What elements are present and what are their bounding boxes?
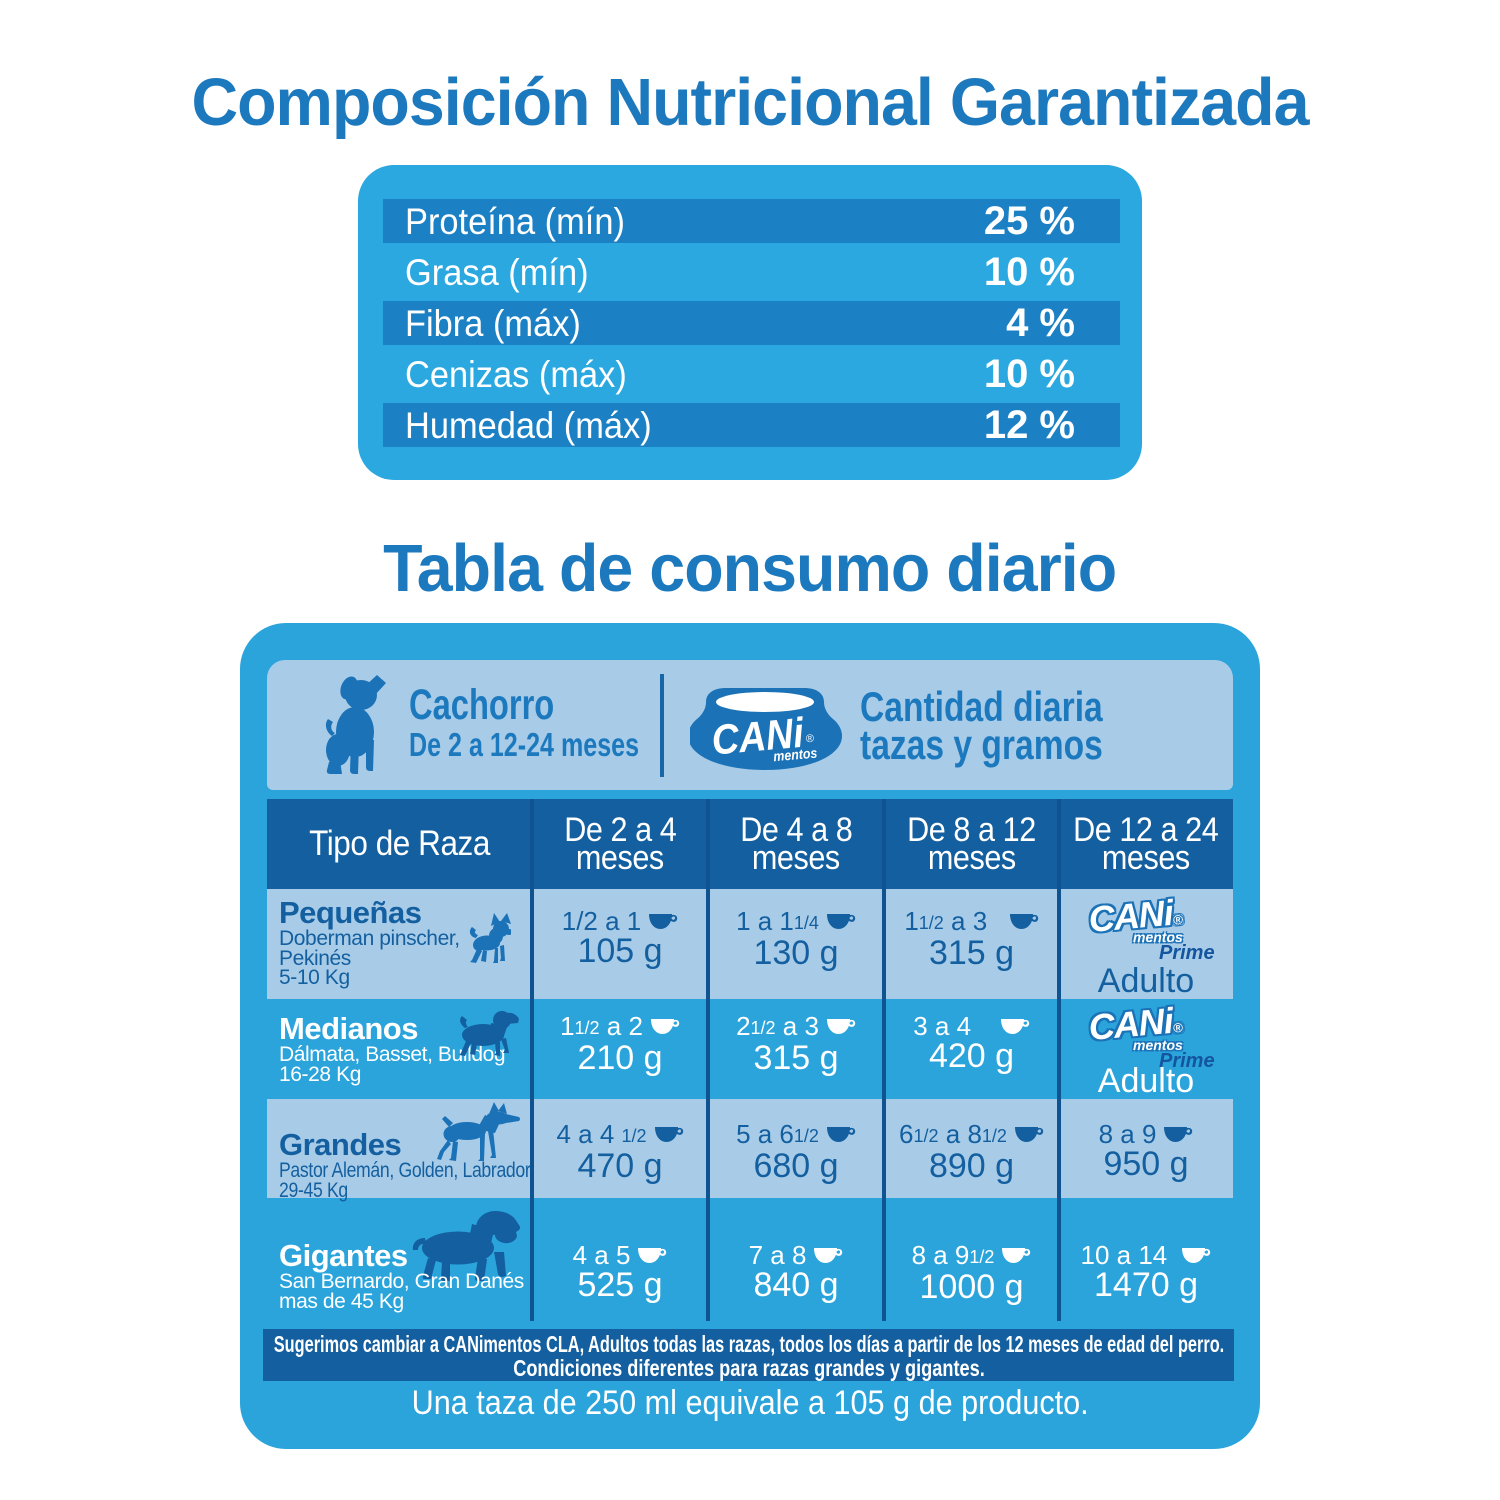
svg-text:CANi: CANi	[710, 709, 807, 764]
svg-text:®: ®	[805, 733, 814, 746]
svg-text:mentos: mentos	[773, 745, 818, 765]
